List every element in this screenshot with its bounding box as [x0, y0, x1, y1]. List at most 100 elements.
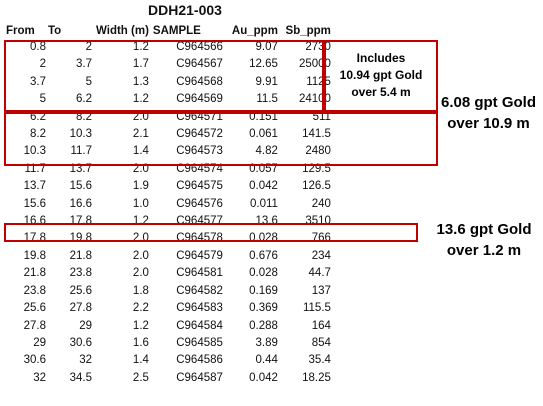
- cell-width: 2.5: [132, 371, 149, 384]
- cell-sample: C964576: [176, 197, 223, 210]
- includes-note: Includes 10.94 gpt Gold over 5.4 m: [332, 50, 430, 101]
- cell-from: 15.6: [23, 197, 46, 210]
- includes-highlight-box: [4, 40, 324, 112]
- table-row: 8.2 10.3 2.1 C964572 0.061 141.5: [4, 126, 331, 143]
- cell-to: 16.6: [69, 197, 92, 210]
- cell-au-ppm: 3.89: [255, 336, 278, 349]
- cell-to: 3.7: [76, 58, 92, 71]
- cell-width: 1.8: [132, 284, 149, 297]
- cell-au-ppm: 0.042: [249, 371, 278, 384]
- cell-au-ppm: 4.82: [255, 145, 278, 158]
- cell-from: 25.6: [23, 302, 46, 315]
- includes-note-line: over 5.4 m: [351, 85, 411, 99]
- cell-au-ppm: 0.028: [249, 267, 278, 280]
- cell-from: 13.7: [23, 180, 46, 193]
- cell-width: 2.1: [132, 128, 149, 141]
- cell-sample: C964575: [176, 180, 223, 193]
- cell-sample: C964566: [176, 41, 223, 53]
- cell-width: 1.6: [132, 336, 149, 349]
- table-row: 27.8 29 1.2 C964584 0.288 164: [4, 318, 331, 335]
- interval-note-line: 13.6 gpt Gold: [436, 221, 532, 238]
- cell-sb-ppm: 137: [311, 284, 331, 297]
- table-row: 19.8 21.8 2.0 C964579 0.676 234: [4, 248, 331, 265]
- table-row: 15.6 16.6 1.0 C964576 0.011 240: [4, 196, 331, 213]
- cell-sample: C964582: [176, 284, 223, 297]
- cell-width: 1.0: [132, 197, 149, 210]
- cell-from: 10.3: [23, 145, 46, 158]
- cell-width: 1.2: [132, 93, 149, 106]
- cell-from: 30.6: [23, 354, 46, 367]
- cell-au-ppm: 0.061: [249, 128, 278, 141]
- cell-sample: C964573: [176, 145, 223, 158]
- cell-width: 2.0: [132, 249, 149, 262]
- cell-width: 1.4: [132, 354, 149, 367]
- cell-from: 32: [33, 371, 46, 384]
- cell-sb-ppm: 2480: [305, 145, 331, 158]
- cell-sample: C964583: [176, 302, 223, 315]
- interval-highlight-box-1: [4, 112, 438, 166]
- cell-from: 23.8: [23, 284, 46, 297]
- cell-au-ppm: 9.07: [255, 41, 278, 53]
- table-row: 23.8 25.6 1.8 C964582 0.169 137: [4, 283, 331, 300]
- table-row: 10.3 11.7 1.4 C964573 4.82 2480: [4, 143, 331, 160]
- interval-note-2: 13.6 gpt Gold over 1.2 m: [428, 219, 540, 261]
- cell-sample: C964581: [176, 267, 223, 280]
- table-row: 25.6 27.8 2.2 C964583 0.369 115.5: [4, 300, 331, 317]
- cell-width: 1.7: [132, 58, 149, 71]
- header-from: From: [6, 24, 35, 37]
- header-to: To: [48, 24, 62, 37]
- table-row: 29 30.6 1.6 C964585 3.89 854: [4, 335, 331, 352]
- cell-sample: C964568: [176, 75, 223, 88]
- cell-sample: C964586: [176, 354, 223, 367]
- cell-width: 1.2: [132, 319, 149, 332]
- cell-to: 10.3: [69, 128, 92, 141]
- cell-to: 21.8: [69, 249, 92, 262]
- cell-sb-ppm: 240: [311, 197, 331, 210]
- cell-from: 0.8: [30, 41, 46, 53]
- cell-au-ppm: 12.65: [249, 58, 278, 71]
- table-row: 21.8 23.8 2.0 C964581 0.028 44.7: [4, 265, 331, 282]
- interval-note-line: over 10.9 m: [447, 115, 530, 132]
- cell-width: 1.4: [132, 145, 149, 158]
- cell-sb-ppm: 234: [311, 249, 331, 262]
- cell-to: 34.5: [69, 371, 92, 384]
- cell-to: 15.6: [69, 180, 92, 193]
- cell-sb-ppm: 44.7: [308, 267, 331, 280]
- cell-sb-ppm: 141.5: [302, 128, 331, 141]
- cell-sample: C964587: [176, 371, 223, 384]
- interval-highlight-box-2: [4, 223, 418, 242]
- cell-sb-ppm: 126.5: [302, 180, 331, 193]
- cell-from: 29: [33, 336, 46, 349]
- cell-to: 30.6: [69, 336, 92, 349]
- cell-au-ppm: 9.91: [255, 75, 278, 88]
- cell-to: 11.7: [70, 145, 92, 158]
- cell-au-ppm: 0.169: [249, 284, 278, 297]
- cell-width: 1.9: [132, 180, 149, 193]
- table-row: 3.7 5 1.3 C964568 9.91 1125: [4, 74, 331, 91]
- cell-sample: C964585: [176, 336, 223, 349]
- cell-sb-ppm: 35.4: [308, 354, 331, 367]
- interval-note-line: over 1.2 m: [446, 242, 522, 259]
- cell-sample: C964569: [176, 93, 223, 106]
- cell-width: 2.0: [132, 267, 149, 280]
- table-row: 32 34.5 2.5 C964587 0.042 18.25: [4, 370, 331, 387]
- cell-sample: C964572: [176, 128, 223, 141]
- header-sb-ppm: Sb_ppm: [285, 24, 331, 37]
- includes-note-box: [324, 40, 438, 112]
- cell-width: 2.2: [132, 302, 149, 315]
- header-sample: SAMPLE: [152, 24, 201, 37]
- cell-au-ppm: 0.011: [249, 197, 278, 210]
- cell-au-ppm: 11.5: [256, 93, 278, 106]
- cell-from: 2: [39, 58, 46, 71]
- header-width: Width (m): [96, 24, 149, 37]
- cell-au-ppm: 0.369: [249, 302, 278, 315]
- cell-au-ppm: 0.288: [249, 319, 278, 332]
- cell-sb-ppm: 854: [311, 336, 331, 349]
- cell-to: 2: [85, 41, 92, 53]
- header-row: From To Width (m) SAMPLE Au_ppm Sb_ppm: [4, 22, 331, 39]
- cell-to: 5: [85, 75, 92, 88]
- cell-from: 5: [39, 93, 46, 106]
- includes-note-line: 10.94 gpt Gold: [339, 68, 423, 82]
- cell-width: 1.2: [132, 41, 149, 53]
- cell-sb-ppm: 18.25: [302, 371, 331, 384]
